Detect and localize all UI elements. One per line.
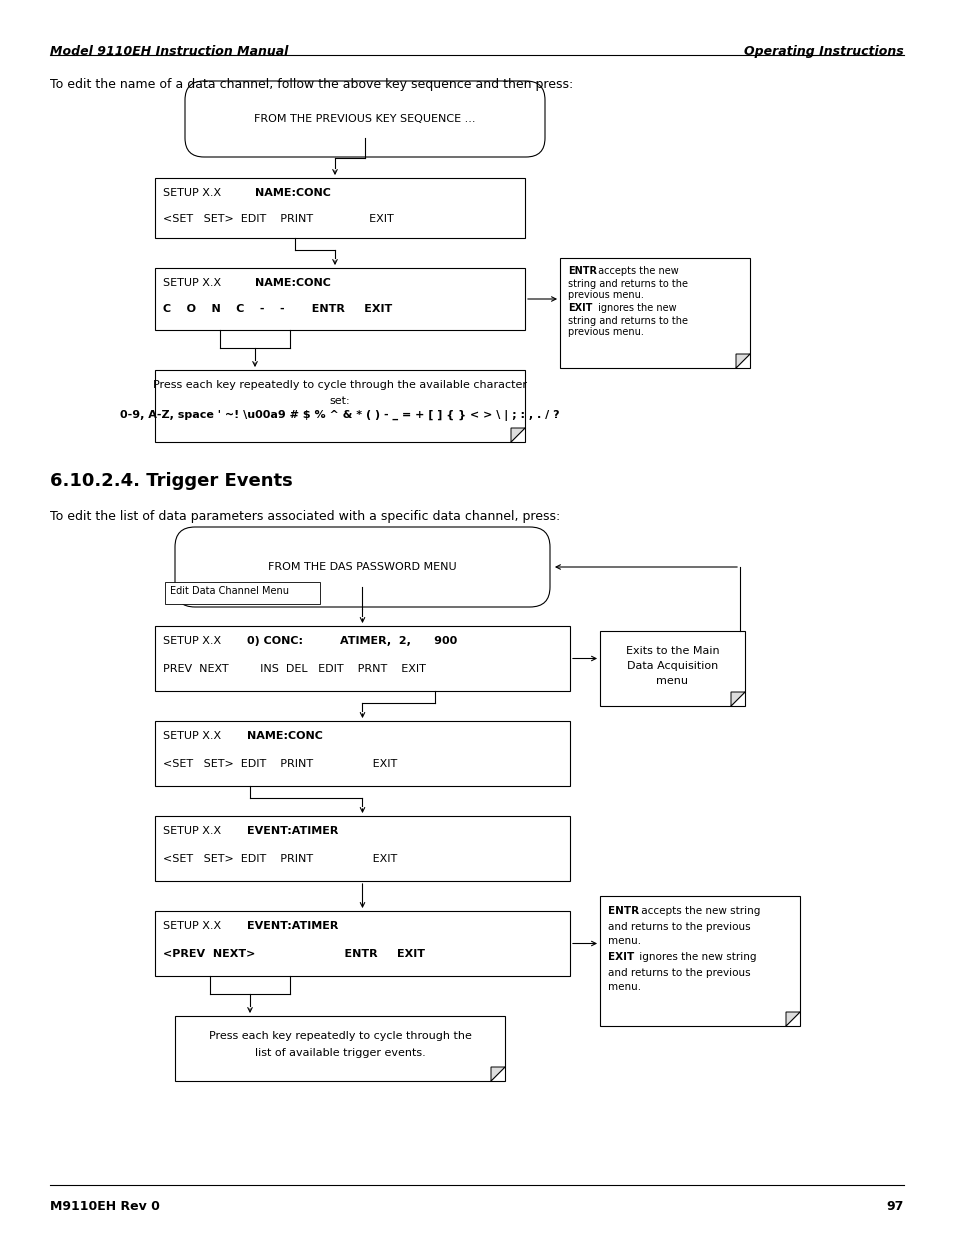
Text: NAME:CONC: NAME:CONC [254,278,331,288]
Text: Press each key repeatedly to cycle through the available character: Press each key repeatedly to cycle throu… [152,380,526,390]
Text: ATIMER,  2,      900: ATIMER, 2, 900 [339,636,456,646]
Text: SETUP X.X: SETUP X.X [163,188,221,198]
Text: menu.: menu. [607,936,640,946]
Bar [599,897,800,1026]
Bar [559,258,749,368]
Text: FROM THE DAS PASSWORD MENU: FROM THE DAS PASSWORD MENU [268,562,456,572]
Text: accepts the new: accepts the new [595,266,678,275]
Text: ignores the new string: ignores the new string [636,952,756,962]
Text: C    O    N    C    -    -       ENTR     EXIT: C O N C - - ENTR EXIT [163,304,392,314]
Polygon shape [735,354,749,368]
Polygon shape [491,1067,504,1081]
Bar [154,626,569,692]
Text: 6.10.2.4. Trigger Events: 6.10.2.4. Trigger Events [50,472,293,490]
Text: menu.: menu. [607,982,640,992]
Bar [174,1016,504,1081]
Text: To edit the name of a data channel, follow the above key sequence and then press: To edit the name of a data channel, foll… [50,78,573,91]
Text: SETUP X.X: SETUP X.X [163,636,221,646]
FancyBboxPatch shape [185,82,544,157]
Text: M9110EH Rev 0: M9110EH Rev 0 [50,1200,160,1213]
Bar [154,268,524,330]
Bar [154,178,524,238]
Text: <SET   SET>  EDIT    PRINT                 EXIT: <SET SET> EDIT PRINT EXIT [163,853,396,864]
Text: ignores the new: ignores the new [595,303,676,312]
Text: menu: menu [656,676,688,685]
Text: SETUP X.X: SETUP X.X [163,731,221,741]
Text: set:: set: [330,396,350,406]
Text: <PREV  NEXT>                       ENTR     EXIT: <PREV NEXT> ENTR EXIT [163,948,424,960]
Text: ENTR: ENTR [567,266,597,275]
Text: and returns to the previous: and returns to the previous [607,923,750,932]
Text: Edit Data Channel Menu: Edit Data Channel Menu [170,585,289,597]
Bar [154,370,524,442]
Bar [165,582,319,604]
Text: string and returns to the: string and returns to the [567,279,687,289]
Text: 0-9, A-Z, space ' ~! \u00a9 # $ % ^ & * ( ) - _ = + [ ] { } < > \ | ; : , . / ?: 0-9, A-Z, space ' ~! \u00a9 # $ % ^ & * … [120,410,559,421]
Polygon shape [730,692,744,706]
Text: 0) CONC:: 0) CONC: [247,636,303,646]
Text: previous menu.: previous menu. [567,327,643,337]
Text: SETUP X.X: SETUP X.X [163,278,221,288]
Text: previous menu.: previous menu. [567,290,643,300]
Text: SETUP X.X: SETUP X.X [163,921,221,931]
FancyBboxPatch shape [174,527,550,606]
Bar [154,911,569,976]
Text: ENTR: ENTR [607,906,639,916]
Text: Exits to the Main: Exits to the Main [625,646,719,656]
Text: To edit the list of data parameters associated with a specific data channel, pre: To edit the list of data parameters asso… [50,510,559,522]
Polygon shape [785,1011,800,1026]
Bar [154,816,569,881]
Text: NAME:CONC: NAME:CONC [254,188,331,198]
Text: EXIT: EXIT [607,952,634,962]
Text: accepts the new string: accepts the new string [638,906,760,916]
Text: EVENT:ATIMER: EVENT:ATIMER [247,826,338,836]
Text: Press each key repeatedly to cycle through the: Press each key repeatedly to cycle throu… [209,1031,471,1041]
Text: and returns to the previous: and returns to the previous [607,968,750,978]
Text: Data Acquisition: Data Acquisition [626,661,718,671]
Text: list of available trigger events.: list of available trigger events. [254,1049,425,1058]
Text: <SET   SET>  EDIT    PRINT                EXIT: <SET SET> EDIT PRINT EXIT [163,214,394,224]
Text: EVENT:ATIMER: EVENT:ATIMER [247,921,338,931]
Text: 97: 97 [885,1200,903,1213]
Bar [154,721,569,785]
Text: EXIT: EXIT [567,303,592,312]
Text: Model 9110EH Instruction Manual: Model 9110EH Instruction Manual [50,44,288,58]
Text: PREV  NEXT         INS  DEL   EDIT    PRNT    EXIT: PREV NEXT INS DEL EDIT PRNT EXIT [163,664,425,674]
Text: FROM THE PREVIOUS KEY SEQUENCE ...: FROM THE PREVIOUS KEY SEQUENCE ... [254,114,476,124]
Text: Operating Instructions: Operating Instructions [743,44,903,58]
Text: SETUP X.X: SETUP X.X [163,826,221,836]
Text: NAME:CONC: NAME:CONC [247,731,322,741]
Bar [599,631,744,706]
Text: string and returns to the: string and returns to the [567,316,687,326]
Text: <SET   SET>  EDIT    PRINT                 EXIT: <SET SET> EDIT PRINT EXIT [163,760,396,769]
Polygon shape [511,429,524,442]
